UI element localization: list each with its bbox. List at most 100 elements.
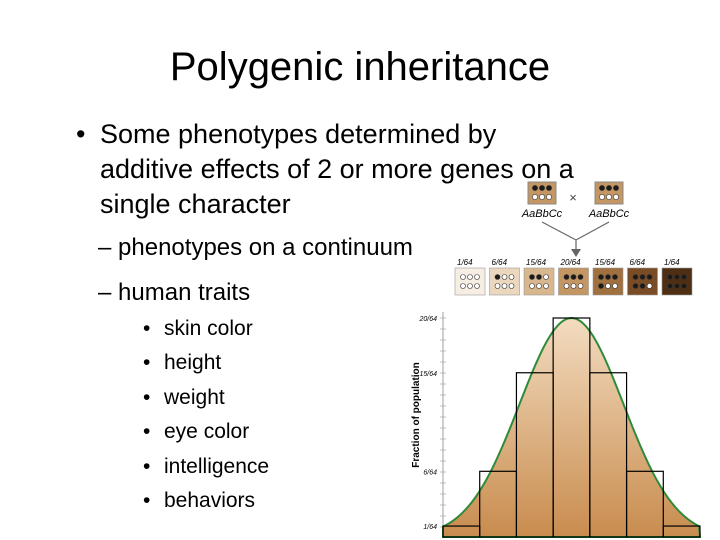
allele-dot-dark xyxy=(546,185,552,191)
sub-bullet-traits: – human traits xyxy=(98,278,250,308)
allele-dot-light xyxy=(543,274,549,280)
allele-dot-dark xyxy=(646,274,653,280)
allele-dot-light xyxy=(474,283,480,289)
histogram-bar xyxy=(662,525,701,538)
allele-dot-dark xyxy=(681,283,687,289)
offspring-tile xyxy=(627,267,658,296)
cross-arrowhead xyxy=(571,249,581,257)
sub-bullet-text: phenotypes on a continuum xyxy=(118,234,413,261)
allele-dot-light xyxy=(529,283,535,289)
parent-right-genotype: AaBbCc xyxy=(588,208,630,220)
allele-dot-light xyxy=(460,283,466,289)
allele-dot-light xyxy=(646,283,653,289)
allele-dot-dark xyxy=(639,274,646,280)
allele-dot-dark xyxy=(494,274,501,280)
y-tick-label: 6/64 xyxy=(423,469,437,476)
allele-dot-dark xyxy=(632,274,639,280)
allele-dot-dark xyxy=(532,185,538,191)
slide-title: Polygenic inheritance xyxy=(169,45,551,89)
cross-symbol: × xyxy=(569,190,577,205)
offspring-fraction-label: 20/64 xyxy=(560,258,582,267)
parent-cross: × AaBbCc AaBbCc xyxy=(521,181,630,257)
offspring-fraction-label: 15/64 xyxy=(526,258,547,267)
main-bullet-line-3: single character xyxy=(100,189,291,219)
allele-dot-dark xyxy=(667,274,673,280)
trait-marker: • xyxy=(143,455,151,478)
sub-bullet-text: human traits xyxy=(118,279,251,306)
offspring-tile xyxy=(592,267,624,296)
offspring-tile xyxy=(661,267,693,296)
histogram-bar xyxy=(589,372,628,538)
offspring-tile xyxy=(454,267,486,296)
trait-label: skin color xyxy=(164,317,253,340)
allele-dot-dark xyxy=(529,274,535,280)
main-bullet-line-2: additive effects of 2 or more genes on a xyxy=(100,154,574,184)
allele-dot-dark xyxy=(599,185,605,191)
offspring-fraction-label: 6/64 xyxy=(492,258,508,267)
allele-dot-light xyxy=(612,283,618,289)
y-tick-label: 1/64 xyxy=(423,524,437,531)
allele-dot-dark xyxy=(613,185,619,191)
main-bullet-text: Some phenotypes determined by additive e… xyxy=(100,117,700,222)
allele-dot-dark xyxy=(606,185,612,191)
trait-marker: • xyxy=(143,420,151,443)
allele-dot-light xyxy=(474,274,480,280)
allele-dot-light xyxy=(577,283,584,289)
offspring-fraction-label: 1/64 xyxy=(664,258,680,267)
allele-dot-dark xyxy=(632,283,639,289)
allele-dot-dark xyxy=(563,274,570,280)
allele-dot-dark xyxy=(570,274,577,280)
offspring-phenotype: 20/64 xyxy=(558,258,589,296)
trait-marker: • xyxy=(143,386,151,409)
parent-left-genotype: AaBbCc xyxy=(521,208,563,220)
allele-dot-light xyxy=(613,194,619,200)
allele-dot-dark xyxy=(612,274,618,280)
offspring-fraction-label: 6/64 xyxy=(630,258,646,267)
allele-dot-light xyxy=(546,194,552,200)
trait-label: height xyxy=(164,351,222,374)
allele-dot-light xyxy=(563,283,570,289)
trait-marker: • xyxy=(143,317,151,340)
y-axis-ticks: 20/64 15/64 6/64 1/64 xyxy=(418,312,446,537)
trait-label: weight xyxy=(164,386,225,409)
allele-dot-light xyxy=(501,283,508,289)
offspring-tile xyxy=(489,267,520,296)
allele-dot-light xyxy=(543,283,549,289)
offspring-fraction-label: 15/64 xyxy=(595,258,616,267)
offspring-phenotype: 1/64 xyxy=(661,258,693,296)
histogram: Fraction of population 20/64 15/64 6/64 1/6… xyxy=(411,312,702,538)
offspring-phenotype: 6/64 xyxy=(627,258,658,296)
y-axis-label: Fraction of population xyxy=(411,362,422,468)
allele-dot-light xyxy=(494,283,501,289)
offspring-fraction-label: 1/64 xyxy=(457,258,473,267)
allele-dot-light xyxy=(539,194,545,200)
allele-dot-dark xyxy=(674,283,680,289)
allele-dot-dark xyxy=(598,274,604,280)
allele-dot-light xyxy=(508,283,515,289)
cross-arrow xyxy=(541,221,610,252)
trait-marker: • xyxy=(143,351,151,374)
allele-dot-light xyxy=(570,283,577,289)
offspring-phenotype: 6/64 xyxy=(489,258,520,296)
allele-dot-light xyxy=(508,274,515,280)
normal-curve xyxy=(442,316,702,538)
trait-marker: • xyxy=(143,489,151,512)
bullet-marker: • xyxy=(76,119,86,149)
allele-dot-light xyxy=(536,283,542,289)
offspring-row: 1/64 6/64 15/64 20/64 15/64 6/64 1/64 xyxy=(454,258,693,296)
histogram-bars xyxy=(442,317,701,538)
allele-dot-light xyxy=(501,274,508,280)
allele-dot-dark xyxy=(539,185,545,191)
allele-dot-light xyxy=(605,283,611,289)
sub-bullet-marker: – xyxy=(98,279,112,306)
trait-label: eye color xyxy=(164,420,250,443)
allele-dot-light xyxy=(467,283,473,289)
offspring-phenotype: 15/64 xyxy=(523,258,555,296)
offspring-phenotype: 15/64 xyxy=(592,258,624,296)
allele-dot-dark xyxy=(674,274,680,280)
trait-label: behaviors xyxy=(164,489,256,512)
y-tick-label: 20/64 xyxy=(418,316,437,323)
allele-dot-light xyxy=(460,274,466,280)
